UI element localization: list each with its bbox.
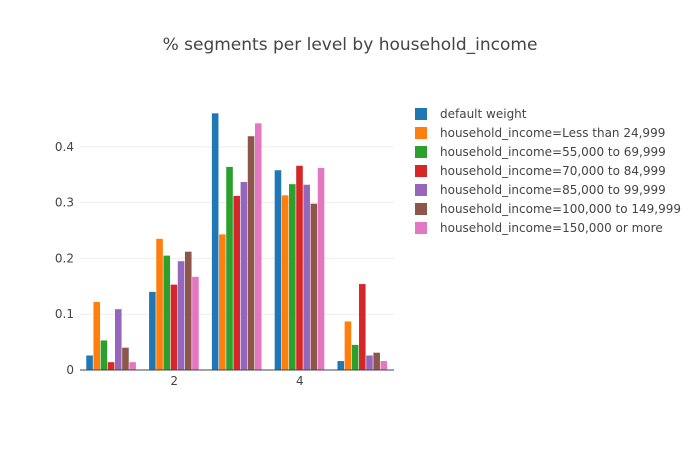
legend: default weight household_income=Less than… [415,107,681,235]
bar [366,355,373,370]
legend-swatch [415,203,427,215]
x-tick-label: 2 [170,374,178,388]
legend-label: household_income=150,000 or more [440,221,663,235]
bar [281,195,289,370]
bar [310,203,318,370]
bar [240,181,248,370]
legend-label: default weight [440,107,527,121]
bars [86,113,388,370]
y-tick-label: 0.1 [55,307,74,321]
bar [170,284,178,370]
legend-swatch [415,146,427,158]
bar [226,166,233,370]
bar [344,321,352,370]
legend-swatch [415,165,427,177]
legend-label: household_income=70,000 to 84,999 [440,164,666,178]
bar [184,251,192,370]
bar [274,170,282,370]
bar [359,284,366,370]
bar [100,340,108,370]
bar [149,291,156,370]
y-tick-label: 0.3 [55,196,74,210]
y-tick-label: 0.2 [55,251,74,265]
y-tick-label: 0.4 [55,140,74,154]
legend-swatch [415,184,427,196]
bar [129,362,136,370]
legend-label: household_income=85,000 to 99,999 [440,183,666,197]
bar [380,361,388,370]
bar [93,301,101,370]
bar [351,344,359,370]
bar [163,255,171,370]
bar [254,123,262,370]
axes: 0 0.1 0.2 0.3 0.4 2 4 [55,140,394,388]
bar [233,195,240,370]
bar [86,355,93,370]
legend-swatch [415,127,427,139]
bar [211,113,219,370]
legend-label: household_income=100,000 to 149,999 [440,202,681,216]
legend-swatch [415,222,427,234]
bar [373,352,380,370]
chart-title: % segments per level by household_income [163,35,538,55]
bar [303,184,310,370]
y-tick-label: 0 [66,363,74,377]
legend-label: household_income=55,000 to 69,999 [440,145,666,159]
bar [247,136,255,370]
bar [296,165,303,370]
bar [219,234,226,370]
bar [177,261,185,370]
legend-label: household_income=Less than 24,999 [440,126,665,140]
bar [156,238,163,370]
bar [337,361,345,370]
bar [317,168,325,370]
legend-swatch [415,108,427,120]
bar [122,347,129,370]
x-tick-label: 4 [296,374,304,388]
bar [107,362,115,370]
bar [289,184,296,370]
bar [114,309,122,370]
bar [192,276,199,370]
